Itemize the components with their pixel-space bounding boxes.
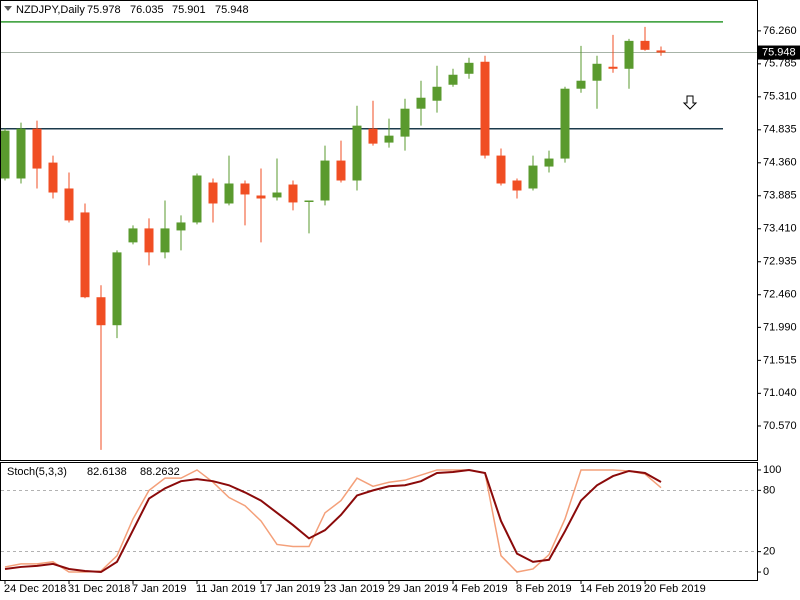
y-tick-label: 72.460 [763,289,797,301]
chart-title: NZDJPY,Daily [16,4,85,16]
candle-body [288,184,298,203]
candle-body [144,228,154,253]
stoch-k-value: 82.6138 [87,466,127,478]
current-price-box [758,45,800,60]
ohlc-low: 75.901 [172,4,206,16]
candle-body [160,228,170,253]
candle-body [384,135,394,143]
candle-body [544,158,554,167]
candle-body [480,61,490,156]
stoch-line [4,469,662,573]
candle-body [352,125,362,181]
candle-body [64,188,74,221]
candle-body [464,62,474,74]
candle-body [624,40,634,69]
stoch-line [4,468,662,574]
x-tick-label: 20 Feb 2019 [644,583,706,595]
y-tick-label: 73.885 [763,190,797,202]
stoch-plot [1,468,757,574]
stoch-d-value: 88.2632 [140,466,180,478]
candle-body [448,74,458,85]
x-tick-label: 14 Feb 2019 [580,583,642,595]
candle-body [336,160,346,181]
x-tick-label: 23 Jan 2019 [324,583,385,595]
y-tick-label: 70.570 [763,420,797,432]
y-tick-label: 71.990 [763,321,797,333]
candle-body [400,108,410,137]
ohlc-open: 75.978 [87,4,121,16]
y-tick-label: 76.260 [763,25,797,37]
candle-body [1,130,10,179]
candle-body [608,66,618,69]
y-tick-label: 73.410 [763,223,797,235]
main-panel [0,0,758,461]
candle-body [432,86,442,101]
candle-body [192,175,202,223]
candle-body [128,228,138,243]
candle-body [656,50,666,53]
candle-body [496,155,506,184]
x-tick-label: 31 Dec 2018 [68,583,130,595]
candle-body [640,40,650,50]
x-tick-label: 7 Jan 2019 [132,583,186,595]
candle-body [48,162,58,193]
candle-body [240,183,250,195]
candle-body [416,97,426,109]
candle-body [272,192,282,198]
y-tick-label: 100 [763,464,781,476]
stoch-title: Stoch(5,3,3) [7,466,67,478]
candle-body [96,297,106,326]
x-tick-label: 8 Feb 2019 [516,583,572,595]
candle-body [512,180,522,191]
candle-body [112,252,122,326]
candle-body [560,88,570,159]
y-tick-label: 71.515 [763,354,797,366]
candle-body [368,128,378,144]
candle-body [528,165,538,189]
y-tick-label: 74.360 [763,157,797,169]
ohlc-close: 75.948 [215,4,249,16]
candle-body [224,183,234,204]
candle-body [80,212,90,298]
candle-body [32,128,42,169]
candle-body [208,182,218,204]
y-tick-label: 75.310 [763,91,797,103]
current-price-label: 75.948 [762,46,796,58]
candle-body [16,128,26,179]
stoch-panel [0,462,758,581]
y-tick-label: 80 [763,484,775,496]
symbol-icon [4,6,12,11]
candle-body [576,80,586,89]
x-tick-label: 24 Dec 2018 [4,583,66,595]
y-tick-label: 20 [763,546,775,558]
y-tick-label: 72.935 [763,256,797,268]
candle-body [304,200,314,203]
x-tick-label: 29 Jan 2019 [388,583,449,595]
candle-body [256,195,266,199]
x-tick-label: 17 Jan 2019 [260,583,321,595]
x-tick-label: 11 Jan 2019 [196,583,256,595]
x-tick-label: 4 Feb 2019 [452,583,508,595]
y-tick-label: 75.785 [763,58,797,70]
candle-body [592,63,602,81]
y-tick-label: 0 [763,566,769,578]
main-plot [1,21,757,450]
y-tick-label: 74.835 [763,124,797,136]
y-tick-label: 71.040 [763,387,797,399]
sell-arrow [682,95,698,110]
ohlc-high: 76.035 [130,4,164,16]
candle-body [320,160,330,201]
candle-body [176,222,186,231]
